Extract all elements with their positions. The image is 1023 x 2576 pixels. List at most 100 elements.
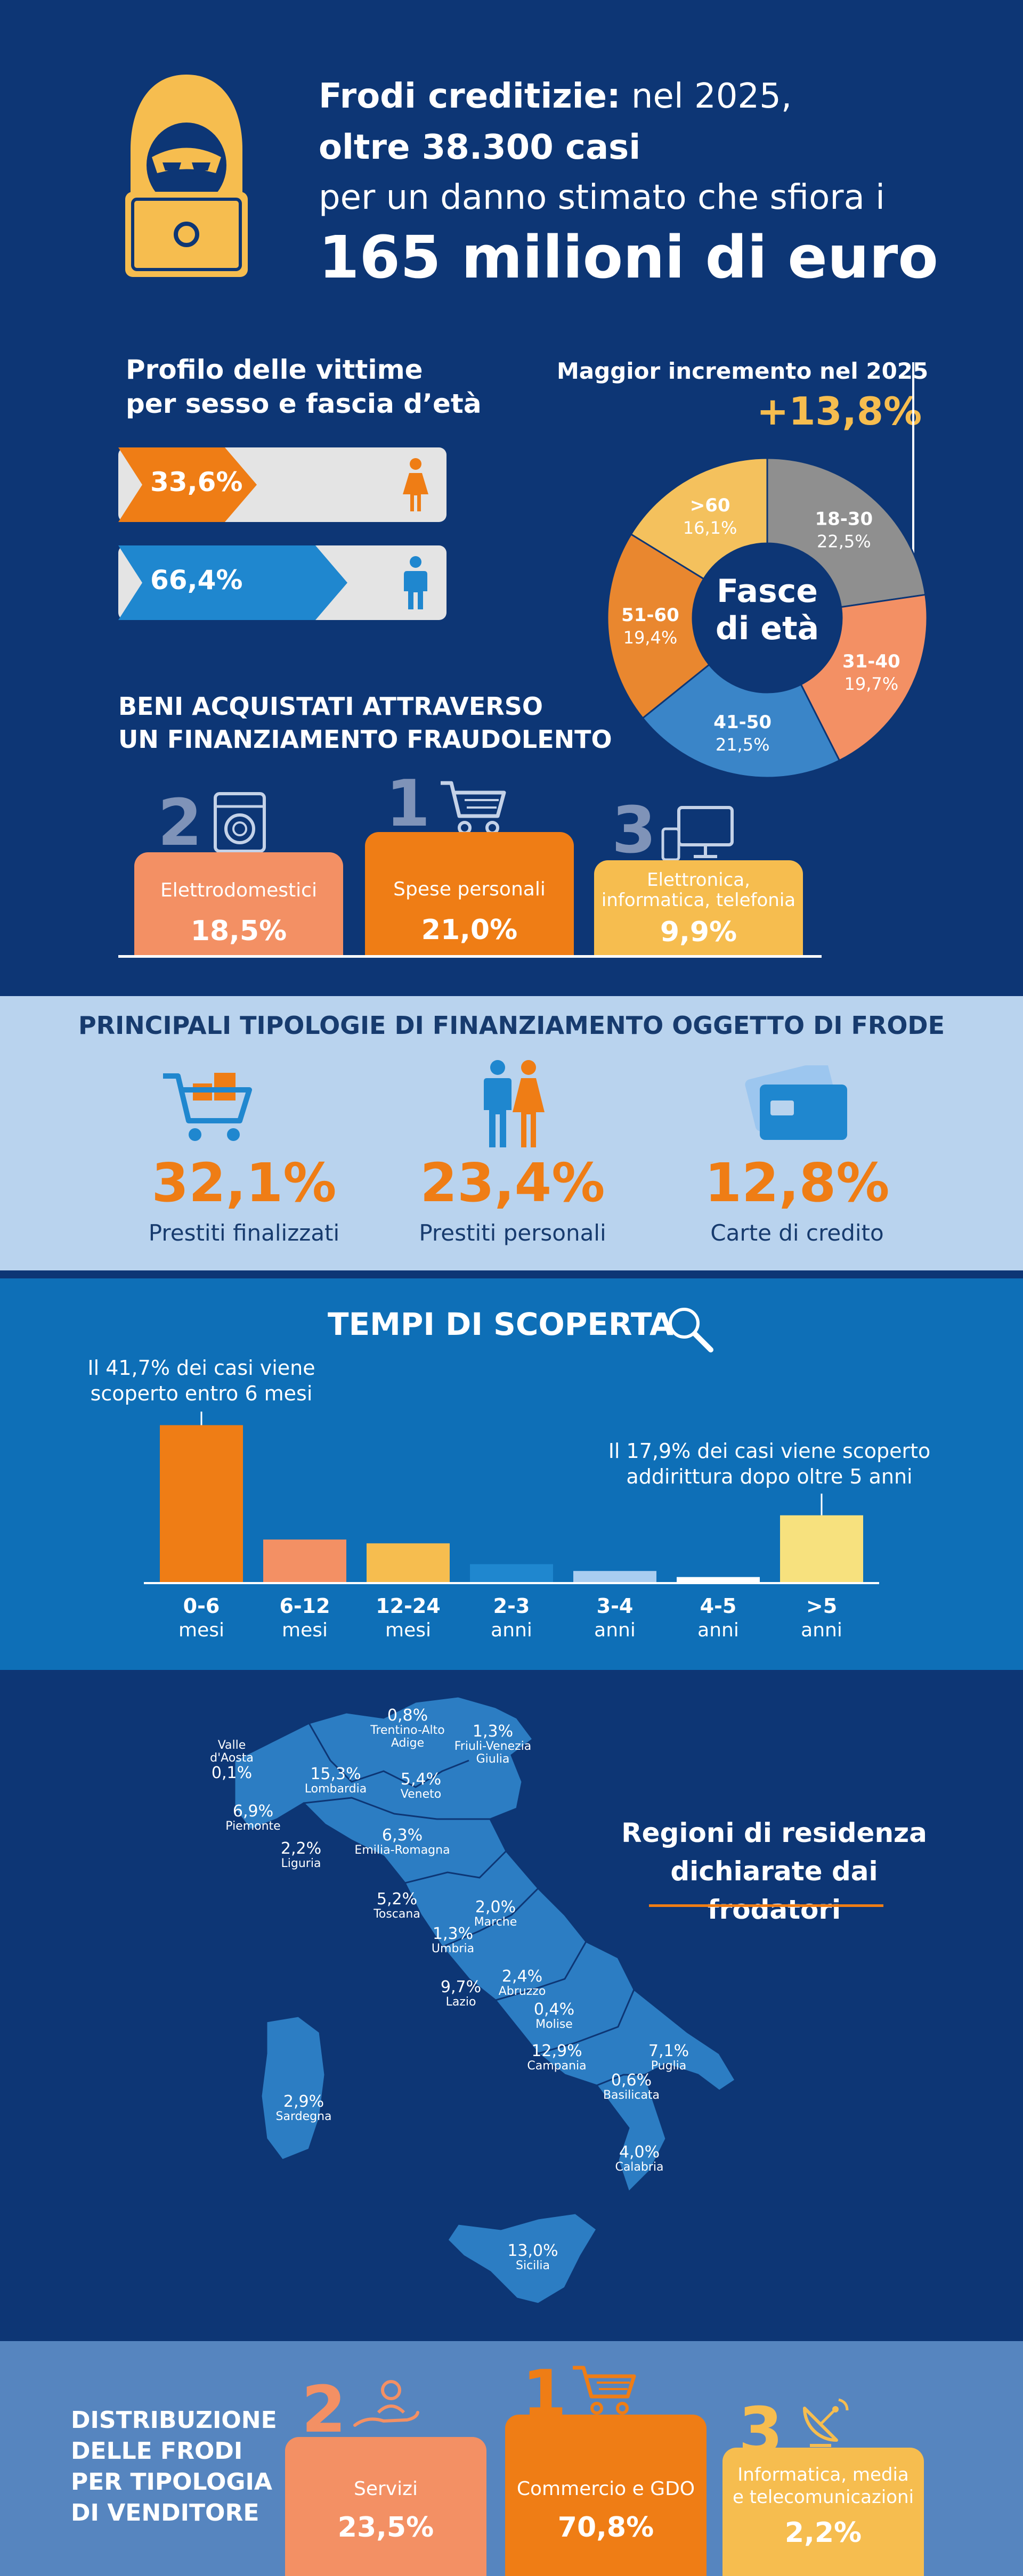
region-value: 9,7% [440, 1978, 482, 1996]
region-emilia-romagna: 6,3% Emilia-Romagna [352, 1827, 453, 1857]
female-bar-fill [118, 447, 257, 522]
region-value: 2,9% [283, 2092, 324, 2111]
credit-card-icon [745, 1065, 847, 1140]
bar-category-unit: mesi [178, 1619, 224, 1641]
donut-value-label: 16,1% [683, 518, 737, 538]
regions-title-line2: dichiarate dai frodatori [670, 1856, 878, 1925]
bar->5 [780, 1515, 863, 1583]
financing-value-carte-di-credito: 12,8% [704, 1152, 890, 1214]
region-value: 13,0% [507, 2241, 558, 2260]
goods-card-value: 21,0% [421, 914, 518, 946]
donut-value-label: 19,4% [623, 627, 678, 648]
bar-12-24 [367, 1543, 450, 1583]
region-lombardia: 15,3% Lombardia [298, 1766, 373, 1796]
region-name: Toscana [374, 1907, 420, 1921]
regions-title: Regioni di residenza dichiarate dai frod… [601, 1814, 947, 1929]
region-liguria: 2,2% Liguria [266, 1840, 336, 1870]
donut-center-line1: Fasce [717, 573, 818, 610]
bar-category-unit: mesi [282, 1619, 328, 1641]
bar-0-6 [160, 1425, 243, 1583]
region-value: 0,6% [611, 2071, 652, 2090]
region-value: 1,3% [472, 1722, 514, 1741]
bar-6-12 [263, 1539, 346, 1583]
age-increase-value: +13,8% [757, 389, 922, 434]
region-value: 1,3% [432, 1925, 474, 1943]
female-value: 33,6% [150, 467, 243, 498]
region-name: Abruzzo [498, 1985, 546, 1998]
region-lazio: 9,7% Lazio [432, 1979, 490, 2009]
donut-category-label: 31-40 [842, 651, 900, 672]
goods-card-name: Elettronica, informatica, telefonia [594, 870, 803, 910]
discovery-note-right-line2: addirittura dopo oltre 5 anni [626, 1465, 913, 1488]
region-value: 12,9% [531, 2042, 582, 2060]
vendors-card-informatica: Informatica, media e telecomunicazioni 2… [722, 2448, 924, 2576]
goods-card-name: Spese personali [393, 878, 546, 900]
regions-title-underline [649, 1904, 883, 1907]
goods-rank-1: 1 [386, 767, 431, 841]
donut-value-label: 19,7% [844, 674, 898, 694]
discovery-section: TEMPI DI SCOPERTA Il 41,7% dei casi vien… [0, 1278, 1023, 1670]
vendors-card-value: 2,2% [784, 2517, 862, 2549]
donut-value-label: 21,5% [716, 735, 770, 755]
vendors-title-line2: DELLE FRODI [71, 2438, 243, 2465]
region-abruzzo: 2,4% Abruzzo [490, 1968, 554, 1998]
hacker-icon [125, 75, 248, 277]
region-piemonte: 6,9% Piemonte [218, 1803, 288, 1833]
region-value: 15,3% [310, 1765, 361, 1783]
region-name: Valle d'Aosta [210, 1739, 254, 1765]
male-bar-fill [118, 545, 347, 620]
discovery-note-left-line1: Il 41,7% dei casi viene [87, 1356, 315, 1380]
region-trentino: 0,8% Trentino-Alto Adige [362, 1707, 453, 1750]
goods-rank-3: 3 [612, 794, 656, 868]
increase-pointer-line [912, 362, 914, 565]
washing-machine-icon [214, 792, 266, 853]
donut-category-label: >60 [690, 495, 730, 516]
bar-category-label: >5 [806, 1594, 837, 1618]
vendors-card-commercio: Commercio e GDO 70,8% [505, 2415, 707, 2576]
goods-rank-2: 2 [158, 786, 202, 860]
financing-label-prestiti-finalizzati: Prestiti finalizzati [148, 1220, 340, 1246]
vendors-card-value: 23,5% [337, 2512, 434, 2544]
region-name: Puglia [651, 2059, 687, 2073]
region-name: Veneto [400, 1788, 442, 1801]
donut-slice-31-40 [800, 593, 928, 762]
bar-3-4 [573, 1571, 656, 1583]
donut-center-label: Fasce di età [703, 573, 831, 647]
italy-map [233, 1695, 737, 2305]
region-veneto: 5,4% Veneto [389, 1771, 453, 1801]
bar-category-label: 3-4 [597, 1594, 634, 1618]
goods-card-value: 9,9% [660, 916, 737, 948]
bar-2-3 [470, 1564, 553, 1583]
bar-category-label: 4-5 [700, 1594, 737, 1618]
female-bar: 33,6% [118, 447, 446, 522]
bar-category-unit: anni [594, 1619, 636, 1641]
region-name: Friuli-Venezia Giulia [454, 1740, 532, 1766]
vendors-card-name: Servizi [353, 2478, 418, 2500]
region-value: 2,2% [280, 1839, 322, 1858]
bar-category-label: 0-6 [183, 1594, 220, 1618]
region-name: Piemonte [225, 1820, 281, 1833]
bar-category-unit: mesi [385, 1619, 431, 1641]
bar-category-label: 2-3 [493, 1594, 530, 1618]
shopping-cart-icon [441, 781, 506, 835]
male-icon [404, 556, 427, 609]
financing-label-carte-di-credito: Carte di credito [710, 1220, 884, 1246]
region-calabria: 4,0% Calabria [607, 2144, 671, 2174]
discovery-bar-chart: 0-6mesi6-12mesi12-24mesi2-3anni3-4anni4-… [144, 1412, 879, 1641]
region-name: Calabria [615, 2161, 664, 2174]
vendors-card-name: Commercio e GDO [516, 2478, 695, 2500]
region-value: 0,1% [211, 1764, 253, 1782]
vendors-card-name-line1: Informatica, media [737, 2464, 909, 2485]
region-sicilia: 13,0% Sicilia [501, 2243, 565, 2272]
vendors-title-line1: DISTRIBUZIONE [71, 2407, 277, 2434]
discovery-title: TEMPI DI SCOPERTA [328, 1306, 673, 1342]
region-umbria: 1,3% Umbria [421, 1926, 485, 1955]
discovery-note-right-line1: Il 17,9% dei casi viene scoperto [608, 1439, 931, 1463]
financing-label-prestiti-personali: Prestiti personali [419, 1220, 606, 1246]
region-value: 6,9% [232, 1802, 274, 1821]
region-campania: 12,9% Campania [519, 2043, 594, 2073]
donut-slice-41-50 [642, 663, 841, 779]
hand-person-icon [353, 2380, 419, 2427]
region-sardegna: 2,9% Sardegna [272, 2093, 336, 2123]
region-friuli: 1,3% Friuli-Venezia Giulia [453, 1723, 533, 1766]
